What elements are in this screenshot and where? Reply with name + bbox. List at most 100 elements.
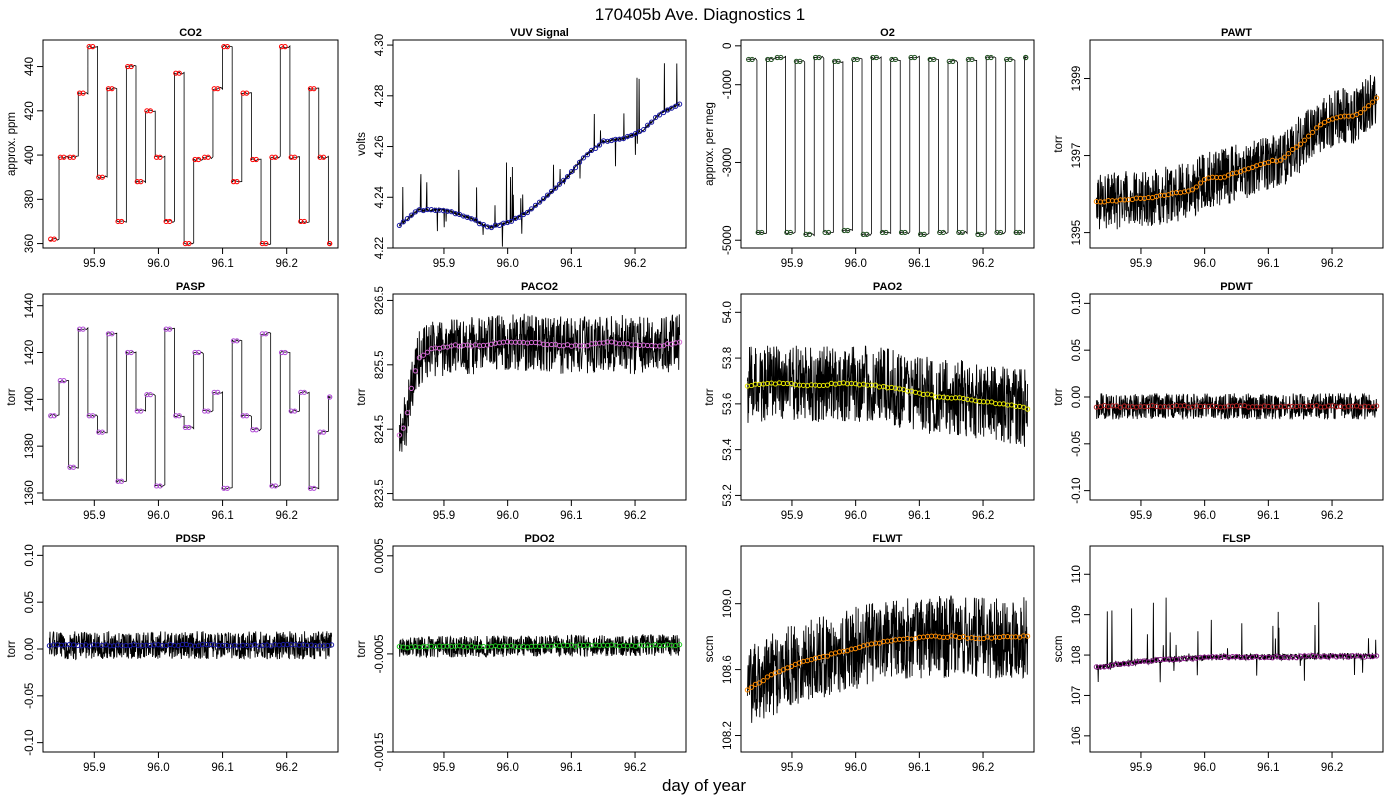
data-point xyxy=(1366,103,1372,109)
x-tick-label: 96.2 xyxy=(624,762,646,774)
y-tick-label: -3000 xyxy=(722,148,734,177)
x-tick-label: 95.9 xyxy=(83,258,105,270)
y-tick-label: -0.0005 xyxy=(374,634,386,673)
y-tick-label: 420 xyxy=(24,101,36,120)
panel-pdwt: PDWT 95.9 96.0 96.1 96.2 -0.10 -0.05 0.00 0.05 0.… xyxy=(1053,281,1384,522)
plot-frame xyxy=(42,293,339,501)
data-point xyxy=(298,389,304,395)
data-point xyxy=(508,218,515,224)
data-point xyxy=(496,222,503,228)
y-axis-label: torr xyxy=(704,388,716,405)
data-point xyxy=(76,326,83,332)
data-point xyxy=(167,326,173,332)
data-point xyxy=(1374,403,1380,409)
data-point xyxy=(841,227,847,234)
x-tick-label: 96.0 xyxy=(844,762,866,774)
data-point xyxy=(48,236,54,242)
data-point xyxy=(416,355,422,361)
data-point xyxy=(927,56,933,63)
panel-paco2: PACO2 95.9 96.0 96.1 96.2 823.5 824.5 825.5 826.… xyxy=(356,281,687,522)
data-point xyxy=(784,229,790,236)
panel-o2: O2 95.9 96.0 96.1 96.2 0 -1000 -3000 -5000 approx… xyxy=(704,27,1035,270)
trace-line xyxy=(48,631,333,661)
data-point xyxy=(883,229,889,236)
y-tick-label: -0.0015 xyxy=(374,732,386,771)
y-tick-label: 4.24 xyxy=(374,185,386,208)
panel-title: PAWT xyxy=(1221,27,1252,39)
data-point xyxy=(544,192,551,198)
data-point xyxy=(516,214,523,220)
data-point xyxy=(1285,150,1292,157)
data-point xyxy=(759,229,765,236)
y-tick-label: 106 xyxy=(1071,726,1083,745)
data-point xyxy=(118,218,125,225)
data-point xyxy=(186,240,192,247)
data-point xyxy=(272,483,279,489)
x-tick-label: 96.0 xyxy=(496,762,518,774)
data-point xyxy=(765,56,771,63)
data-point xyxy=(144,108,150,114)
y-tick-label: 1360 xyxy=(24,480,36,506)
plot-frame xyxy=(740,293,1035,501)
x-tick-label: 96.2 xyxy=(624,258,646,270)
data-point xyxy=(288,408,294,414)
data-point xyxy=(673,103,679,109)
data-point xyxy=(1197,180,1204,186)
x-tick-label: 96.2 xyxy=(276,510,298,522)
x-tick-label: 96.0 xyxy=(1193,762,1215,774)
data-point xyxy=(1007,56,1013,63)
data-point xyxy=(1374,95,1380,101)
data-point xyxy=(61,154,67,160)
data-point xyxy=(221,485,227,491)
data-point xyxy=(86,413,92,419)
data-point xyxy=(870,54,876,61)
data-point xyxy=(988,54,994,61)
y-tick-label: 0.10 xyxy=(24,544,36,566)
data-point xyxy=(80,90,86,96)
panel-pdo2: PDO2 95.9 96.0 96.1 96.2 -0.0015 -0.0005 0.0005… xyxy=(356,533,687,774)
data-point xyxy=(253,156,259,163)
data-point xyxy=(202,154,208,160)
data-point xyxy=(902,229,908,236)
x-tick-label: 96.2 xyxy=(1321,510,1343,522)
y-tick-label: 1395 xyxy=(1071,220,1083,246)
plot-area xyxy=(48,44,333,247)
data-point xyxy=(1293,144,1300,150)
x-tick-label: 96.2 xyxy=(1321,258,1343,270)
y-tick-label: 824.5 xyxy=(374,415,386,444)
data-point xyxy=(1013,229,1019,236)
data-point xyxy=(768,56,774,63)
plot-area xyxy=(48,326,333,491)
data-point xyxy=(400,425,406,431)
trace-line xyxy=(1095,392,1378,420)
data-point xyxy=(244,413,250,419)
data-point xyxy=(99,429,105,435)
data-point xyxy=(125,349,131,356)
data-point xyxy=(556,181,563,187)
data-point xyxy=(320,154,327,160)
y-tick-label: 110 xyxy=(1071,565,1083,583)
y-tick-label: 53.8 xyxy=(722,347,734,369)
data-point xyxy=(163,326,169,332)
data-point xyxy=(787,229,793,236)
data-point xyxy=(806,231,813,237)
data-point xyxy=(552,185,559,191)
x-tick-label: 95.9 xyxy=(433,258,455,270)
data-point xyxy=(528,206,535,212)
y-tick-label: 1440 xyxy=(24,293,36,319)
y-tick-label: 440 xyxy=(24,57,36,76)
y-tick-label: -0.10 xyxy=(24,730,36,756)
data-point xyxy=(1309,129,1316,135)
y-tick-label: -0.10 xyxy=(1071,478,1083,504)
data-point xyxy=(908,54,914,61)
data-point xyxy=(918,231,924,237)
y-tick-label: -5000 xyxy=(722,226,734,255)
data-point xyxy=(928,392,935,398)
data-point xyxy=(230,179,237,185)
data-point xyxy=(776,668,782,675)
x-tick-label: 96.2 xyxy=(972,258,994,270)
data-point xyxy=(488,224,495,231)
data-point xyxy=(253,427,259,433)
panel-title: PASP xyxy=(176,281,205,293)
y-axis-label: approx. per meg xyxy=(704,102,716,186)
